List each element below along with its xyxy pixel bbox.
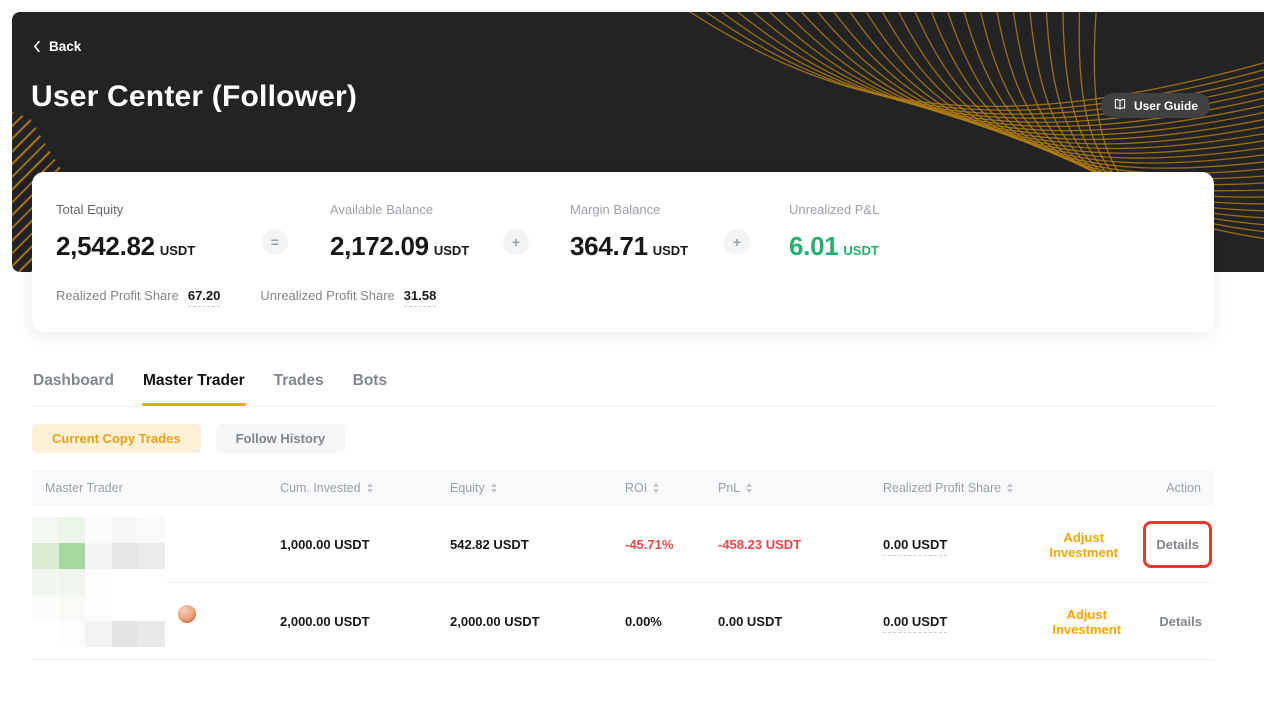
col-realized-profit-share[interactable]: Realized Profit Share <box>883 481 1037 495</box>
tab-bots[interactable]: Bots <box>352 372 388 389</box>
col-action: Action <box>1166 481 1201 495</box>
sort-carets-icon[interactable] <box>1007 483 1014 493</box>
stat-margin-balance: Margin Balance 364.71 USDT <box>570 202 688 262</box>
stat-value: 364.71 <box>570 231 648 261</box>
pnl-value: -458.23 USDT <box>718 537 802 552</box>
table-row: 2,000.00 USDT 2,000.00 USDT 0.00% 0.00 U… <box>32 583 1214 660</box>
action-cell: Adjust Investment Details <box>1037 521 1214 568</box>
realized-profit-share-value: 0.00 USDT <box>883 614 1037 633</box>
master-trader-cell[interactable] <box>32 506 280 595</box>
chevron-left-icon <box>32 40 41 53</box>
redacted-trader-avatar <box>32 517 165 595</box>
annotation-highlight-box: Details <box>1143 521 1212 568</box>
back-label: Back <box>49 39 82 54</box>
stat-unrealized-pnl: Unrealized P&L 6.01 USDT <box>789 202 879 262</box>
stat-currency: USDT <box>433 243 470 258</box>
tab-master-trader[interactable]: Master Trader <box>141 366 246 406</box>
stat-label: Margin Balance <box>570 202 661 217</box>
ps-label: Realized Profit Share <box>56 288 179 303</box>
copy-trades-table: Master Trader Cum. Invested Equity ROI P… <box>32 470 1214 660</box>
sort-carets-icon[interactable] <box>746 483 753 493</box>
page-title: User Center (Follower) <box>31 80 358 113</box>
action-cell: Adjust Investment Details <box>1037 607 1214 637</box>
stat-label: Available Balance <box>330 202 434 217</box>
details-button[interactable]: Details <box>1159 614 1202 629</box>
table-header-row: Master Trader Cum. Invested Equity ROI P… <box>32 470 1214 506</box>
stat-value: 6.01 <box>789 231 839 261</box>
user-guide-button[interactable]: User Guide <box>1100 93 1210 118</box>
subtab-follow-history[interactable]: Follow History <box>215 424 346 453</box>
back-button[interactable]: Back <box>32 39 81 54</box>
stat-value: 2,542.82 <box>56 231 155 261</box>
equity-value: 2,000.00 USDT <box>450 614 540 629</box>
stat-currency: USDT <box>159 243 196 258</box>
roi-value: -45.71% <box>625 537 674 552</box>
profit-share-row: Realized Profit Share 67.20 Unrealized P… <box>56 288 437 307</box>
ps-value[interactable]: 67.20 <box>187 288 221 307</box>
col-equity[interactable]: Equity <box>450 481 625 495</box>
pnl-value: 0.00 USDT <box>718 614 783 629</box>
redacted-trader-avatar <box>32 595 165 647</box>
stat-label: Unrealized P&L <box>789 202 880 217</box>
open-book-icon <box>1113 98 1127 114</box>
stat-available-balance: Available Balance 2,172.09 USDT <box>330 202 469 262</box>
user-guide-label: User Guide <box>1133 98 1198 113</box>
unrealized-profit-share: Unrealized Profit Share 31.58 <box>260 288 437 307</box>
plus-icon: + <box>724 229 750 255</box>
subtab-current-copy-trades[interactable]: Current Copy Trades <box>32 424 201 453</box>
col-roi[interactable]: ROI <box>625 481 718 495</box>
col-pnl[interactable]: PnL <box>718 481 883 495</box>
table-row: 1,000.00 USDT 542.82 USDT -45.71% -458.2… <box>32 506 1214 595</box>
cum-invested-value: 2,000.00 USDT <box>280 614 370 629</box>
sort-carets-icon[interactable] <box>653 483 660 493</box>
col-master-trader: Master Trader <box>45 481 123 495</box>
ps-label: Unrealized Profit Share <box>260 288 395 303</box>
stat-currency: USDT <box>843 243 879 258</box>
adjust-investment-button[interactable]: Adjust Investment <box>1037 607 1136 637</box>
sort-carets-icon[interactable] <box>366 483 373 493</box>
tab-trades[interactable]: Trades <box>273 372 324 389</box>
realized-profit-share: Realized Profit Share 67.20 <box>56 288 221 307</box>
stat-value: 2,172.09 <box>330 231 429 261</box>
adjust-investment-button[interactable]: Adjust Investment <box>1037 530 1130 560</box>
realized-profit-share-value: 0.00 USDT <box>883 537 1037 556</box>
plus-icon: + <box>503 229 529 255</box>
roi-value: 0.00% <box>625 614 662 629</box>
details-button[interactable]: Details <box>1156 537 1199 552</box>
cum-invested-value: 1,000.00 USDT <box>280 537 370 552</box>
equity-value: 542.82 USDT <box>450 537 529 552</box>
balance-summary-card: Total Equity 2,542.82 USDT = Available Ba… <box>32 172 1214 332</box>
col-cum-invested[interactable]: Cum. Invested <box>280 481 450 495</box>
stat-currency: USDT <box>652 243 689 258</box>
master-trader-cell[interactable] <box>32 583 280 660</box>
main-tabs: Dashboard Master Trader Trades Bots <box>32 366 1214 406</box>
trader-badge-icon <box>178 605 196 623</box>
equals-icon: = <box>262 229 288 255</box>
stat-label: Total Equity <box>56 202 124 217</box>
stat-total-equity: Total Equity 2,542.82 USDT <box>56 202 195 262</box>
sub-tabs: Current Copy Trades Follow History <box>32 424 346 453</box>
tab-dashboard[interactable]: Dashboard <box>33 372 114 389</box>
ps-value[interactable]: 31.58 <box>403 288 437 307</box>
sort-carets-icon[interactable] <box>490 483 497 493</box>
